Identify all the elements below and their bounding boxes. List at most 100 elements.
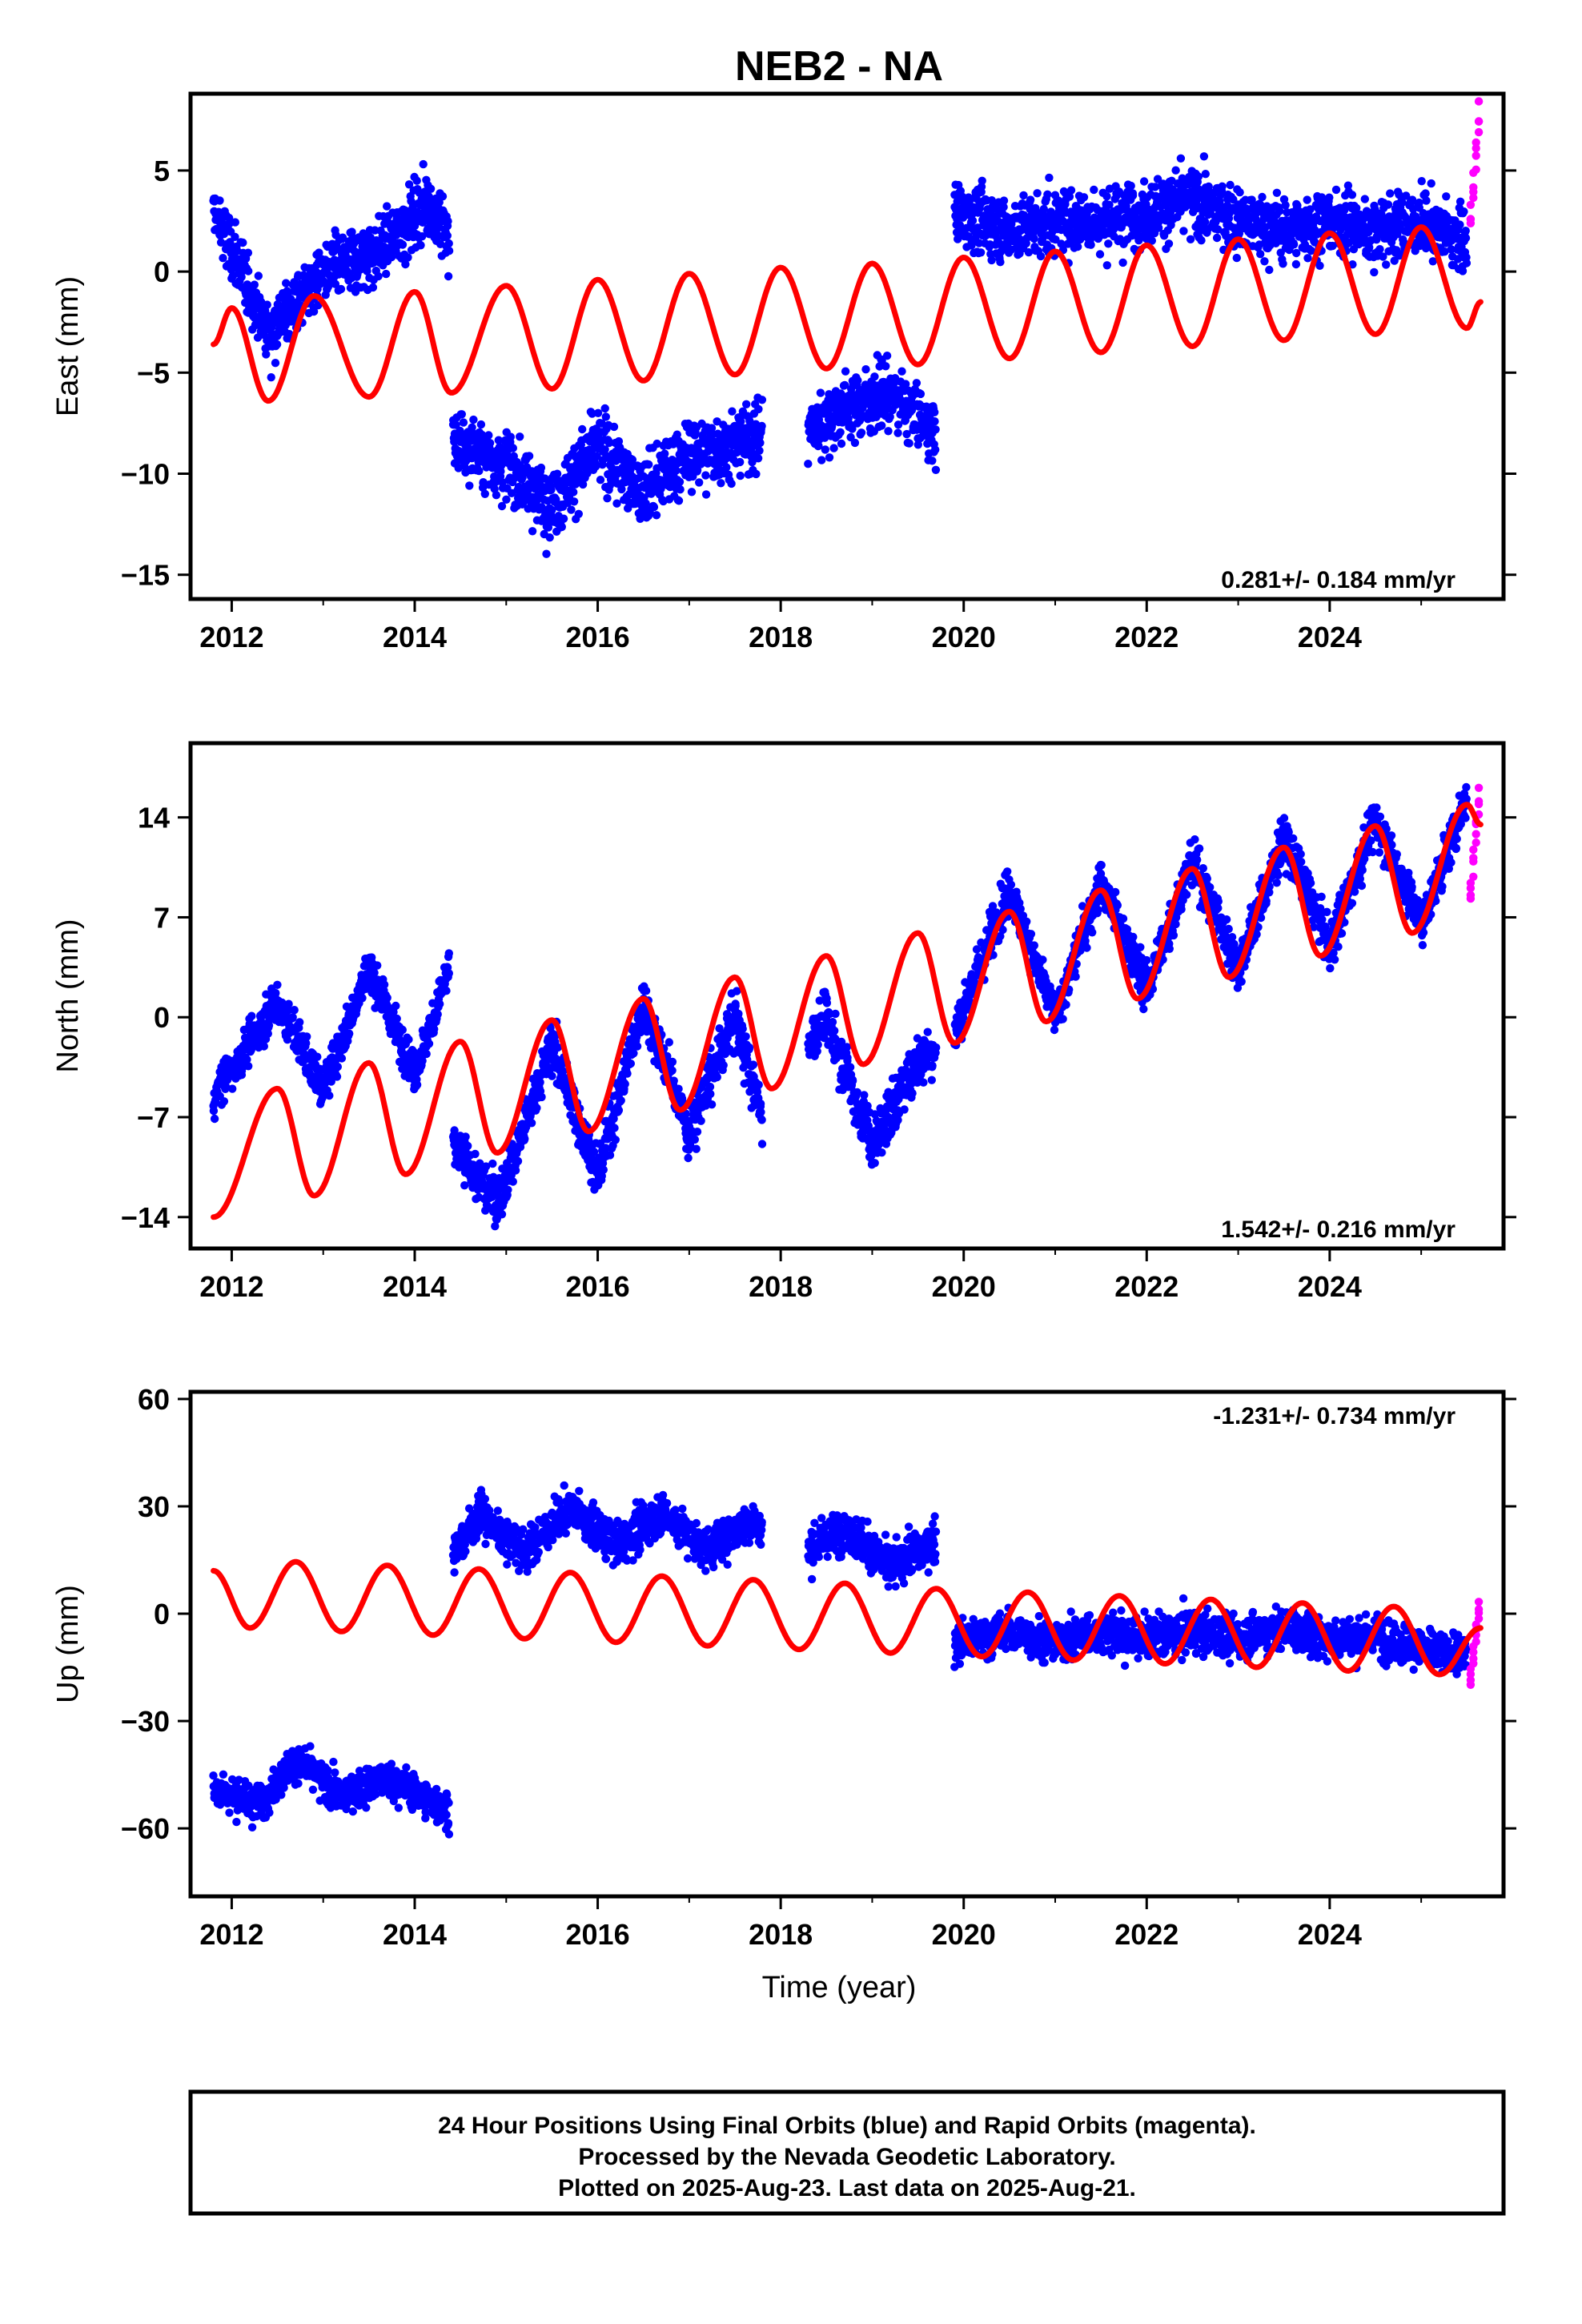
north-final-orbit-point (692, 1144, 701, 1153)
east-final-orbit-point (1422, 196, 1431, 205)
east-final-orbit-point (469, 415, 478, 424)
east-final-orbit-point (1456, 197, 1465, 206)
north-final-orbit-point (641, 987, 651, 995)
east-final-orbit-point (452, 420, 460, 429)
north-final-orbit-point (756, 1100, 765, 1108)
east-final-orbit-point (736, 471, 745, 480)
east-final-orbit-point (837, 439, 846, 448)
figure-title: NEB2 - NA (735, 43, 943, 90)
east-final-orbit-point (674, 497, 684, 505)
north-final-orbit-point (690, 1135, 699, 1144)
east-final-orbit-point (609, 422, 619, 432)
east-final-orbit-point (1303, 195, 1311, 204)
east-final-orbit-point (1281, 201, 1290, 210)
east-final-orbit-point (1045, 173, 1054, 183)
east-final-orbit-point (476, 420, 486, 429)
north-final-orbit-point (705, 1082, 715, 1092)
east-final-orbit-point (1086, 240, 1095, 249)
east-final-orbit-point (426, 184, 436, 193)
north-final-orbit-point (398, 1025, 407, 1035)
east-final-orbit-point (817, 456, 826, 464)
east-final-orbit-point (1421, 189, 1430, 198)
north-final-orbit-point (497, 1210, 507, 1219)
east-final-orbit-point (271, 359, 280, 368)
east-final-orbit-point (912, 379, 921, 388)
north-final-orbit-point (668, 1066, 677, 1076)
north-final-orbit-point (345, 1029, 354, 1038)
east-rapid-orbit-point (1466, 215, 1476, 223)
east-final-orbit-point (459, 418, 468, 427)
north-final-orbit-point (623, 1069, 632, 1078)
east-points-layer (209, 97, 1484, 558)
east-final-orbit-point (1200, 217, 1210, 227)
east-final-orbit-point (1347, 191, 1357, 199)
north-final-orbit-point (697, 1116, 705, 1125)
east-final-orbit-point (1074, 242, 1082, 251)
east-final-orbit-point (978, 176, 986, 185)
north-final-orbit-point (532, 1104, 541, 1112)
north-final-orbit-point (719, 1061, 728, 1070)
north-final-orbit-point (527, 1119, 536, 1128)
east-final-orbit-point (506, 432, 515, 441)
east-final-orbit-point (1456, 220, 1464, 229)
north-final-orbit-point (247, 1011, 256, 1020)
east-final-orbit-point (272, 340, 282, 349)
east-final-orbit-point (401, 259, 410, 269)
north-final-orbit-point (273, 980, 282, 990)
north-final-orbit-point (741, 1032, 750, 1041)
east-y-tick-label: 5 (154, 155, 170, 187)
east-final-orbit-point (736, 457, 745, 467)
east-final-orbit-point (1104, 239, 1113, 248)
north-final-orbit-point (461, 1132, 470, 1141)
east-rapid-orbit-point (1474, 127, 1484, 137)
east-final-orbit-point (559, 514, 568, 523)
east-final-orbit-point (444, 271, 453, 281)
east-final-orbit-point (547, 485, 556, 494)
east-final-orbit-point (1179, 227, 1188, 235)
east-y-axis-label: East (mm) (51, 276, 85, 416)
east-final-orbit-point (829, 444, 838, 452)
east-final-orbit-point (1461, 234, 1471, 243)
north-final-orbit-point (370, 968, 379, 977)
east-final-orbit-point (1066, 186, 1076, 195)
east-final-orbit-point (672, 466, 681, 475)
east-final-orbit-point (603, 494, 612, 503)
north-final-orbit-point (626, 1059, 635, 1068)
east-final-orbit-point (1417, 177, 1426, 186)
east-final-orbit-point (1118, 258, 1127, 267)
east-final-orbit-point (336, 284, 346, 294)
north-final-orbit-point (629, 1049, 638, 1058)
east-final-orbit-point (1186, 235, 1195, 243)
east-final-orbit-point (457, 410, 466, 419)
north-final-orbit-point (210, 1114, 219, 1124)
north-final-orbit-point (264, 1021, 274, 1030)
east-x-tick-label: 2018 (749, 621, 813, 653)
east-final-orbit-point (557, 522, 566, 532)
east-final-orbit-point (825, 453, 834, 462)
north-final-orbit-point (508, 1177, 517, 1186)
east-final-orbit-point (916, 389, 926, 399)
east-final-orbit-point (492, 491, 501, 500)
east-final-orbit-point (1197, 236, 1206, 245)
north-final-orbit-point (668, 1057, 677, 1067)
north-final-orbit-point (404, 1035, 413, 1044)
east-final-orbit-point (999, 196, 1009, 205)
east-final-orbit-point (1442, 192, 1451, 201)
east-final-orbit-point (870, 372, 879, 381)
north-final-orbit-point (424, 1039, 434, 1048)
east-final-orbit-point (695, 478, 704, 487)
east-final-orbit-point (1226, 180, 1235, 190)
east-final-orbit-point (930, 408, 939, 416)
east-final-orbit-point (484, 431, 493, 440)
east-final-orbit-point (574, 509, 583, 518)
east-final-orbit-point (757, 396, 767, 404)
east-final-orbit-point (1194, 172, 1203, 181)
east-final-orbit-point (976, 248, 986, 257)
east-rapid-orbit-point (1474, 97, 1484, 106)
north-final-orbit-point (611, 1136, 620, 1144)
north-final-orbit-point (422, 1049, 431, 1059)
north-final-orbit-point (745, 1043, 754, 1052)
east-final-orbit-point (1382, 260, 1391, 269)
east-final-orbit-point (727, 479, 736, 489)
north-final-orbit-point (632, 1042, 642, 1051)
